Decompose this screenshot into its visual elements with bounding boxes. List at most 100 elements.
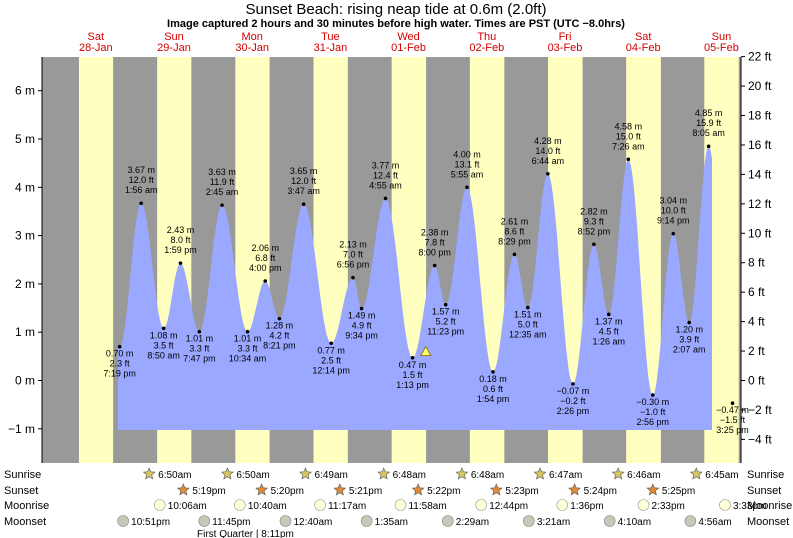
- tide-height-m: 3.67 m: [127, 165, 155, 175]
- tide-time: 1:13 pm: [396, 380, 429, 390]
- tide-time: 3:25 pm: [716, 425, 749, 435]
- daylight-band: [78, 57, 114, 463]
- moonset-icon: [603, 515, 616, 527]
- right-tick-label: −4 ft: [748, 432, 772, 446]
- day-of-week-label: Sat: [635, 31, 652, 43]
- tide-height-ft: 5.0 ft: [518, 320, 539, 330]
- date-label: 30-Jan: [235, 42, 269, 54]
- sunset-icon: [489, 483, 503, 496]
- right-tick-label: 0 ft: [748, 374, 765, 388]
- right-tick-label: 14 ft: [748, 167, 772, 181]
- moonset-icon: [198, 515, 211, 527]
- sunset-label-left: Sunset: [4, 485, 38, 497]
- sunset-icon: [646, 483, 660, 496]
- tide-height-m: 4.00 m: [453, 149, 481, 159]
- sunrise-icon: [533, 467, 547, 480]
- tide-height-m: 2.13 m: [339, 240, 367, 250]
- left-tick-label: 0 m: [15, 374, 35, 388]
- tide-height-ft: 12.4 ft: [373, 170, 399, 180]
- tide-time: 2:56 pm: [636, 417, 669, 427]
- sunrise-icon: [220, 467, 234, 480]
- sunset-time: 5:25pm: [662, 486, 695, 497]
- tide-time: 7:26 am: [612, 141, 645, 151]
- moonrise-icon: [394, 499, 407, 511]
- tide-time: 8:50 am: [147, 350, 180, 360]
- left-tick-label: 6 m: [15, 84, 35, 98]
- tide-height-ft: 8.0 ft: [170, 235, 191, 245]
- moonset-icon: [441, 515, 454, 527]
- tide-height-ft: −1.5 ft: [720, 415, 746, 425]
- tide-time: 7:47 pm: [183, 354, 216, 364]
- moonrise-label-right: Moonrise: [747, 500, 792, 512]
- tide-time: 1:54 pm: [477, 394, 510, 404]
- tide-time: 9:34 pm: [345, 331, 378, 341]
- tide-time: 8:21 pm: [263, 341, 296, 351]
- tide-height-m: 1.08 m: [150, 330, 178, 340]
- tide-point: [491, 370, 495, 374]
- moonrise-icon: [154, 499, 166, 511]
- tide-point: [571, 382, 575, 386]
- sunset-icon: [255, 483, 269, 496]
- day-of-week-label: Sun: [164, 31, 184, 43]
- sunset-icon: [176, 483, 190, 496]
- tide-height-m: 1.57 m: [432, 307, 460, 317]
- tide-height-m: 0.18 m: [479, 374, 507, 384]
- first-quarter-note: First Quarter | 8:11pm: [197, 529, 294, 538]
- tide-height-ft: −1.0 ft: [640, 407, 666, 417]
- tide-height-m: 1.20 m: [675, 325, 703, 335]
- sunset-time: 5:23pm: [505, 486, 538, 497]
- tide-height-m: 3.77 m: [372, 160, 400, 170]
- moonset-time: 12:40am: [293, 517, 332, 528]
- tide-point: [301, 202, 306, 207]
- tide-height-ft: 13.1 ft: [454, 159, 480, 169]
- tide-height-m: −0.07 m: [557, 386, 590, 396]
- sunrise-time: 6:48am: [471, 470, 504, 481]
- tide-point: [220, 203, 224, 207]
- astro-events: 6:50am 6:50am 6:49am 6:48am 6:48am 6:47am 6:46…: [117, 467, 766, 528]
- moonrise-icon: [234, 499, 246, 511]
- sunrise-time: 6:50am: [158, 470, 191, 481]
- tide-point: [730, 401, 735, 406]
- moonrise-time: 10:06am: [168, 501, 207, 512]
- tide-height-m: −0.47 m: [716, 405, 749, 415]
- tide-height-ft: 15.0 ft: [616, 131, 642, 141]
- moonrise-icon: [475, 499, 487, 511]
- tide-height-m: 1.28 m: [266, 321, 294, 331]
- tide-height-ft: 7.0 ft: [343, 250, 364, 260]
- tide-height-ft: 3.5 ft: [154, 340, 175, 350]
- right-tick-label: 4 ft: [748, 315, 765, 329]
- tide-height-m: −0.30 m: [636, 397, 669, 407]
- moonset-time: 1:35am: [375, 517, 408, 528]
- tide-point: [161, 326, 166, 331]
- tide-height-m: 1.37 m: [595, 316, 623, 326]
- moonset-icon: [279, 515, 292, 527]
- sunrise-time: 6:47am: [549, 470, 582, 481]
- tide-height-ft: 10.0 ft: [661, 206, 687, 216]
- moonrise-icon: [637, 499, 650, 511]
- moonset-time: 4:10am: [618, 517, 651, 528]
- day-of-week-label: Fri: [559, 31, 572, 43]
- tide-height-ft: 5.2 ft: [436, 317, 457, 327]
- moonset-time: 2:29am: [456, 517, 489, 528]
- tide-height-ft: 3.9 ft: [679, 335, 700, 345]
- tide-height-m: 1.51 m: [514, 310, 542, 320]
- astro-rows: Sunrise Sunset Moonrise Moonset Sunrise …: [4, 469, 792, 538]
- sunrise-time: 6:48am: [393, 470, 426, 481]
- date-label: 04-Feb: [626, 42, 661, 54]
- tide-time: 2:45 am: [206, 187, 239, 197]
- sunset-time: 5:22pm: [427, 486, 460, 497]
- day-of-week-label: Sat: [88, 31, 105, 43]
- right-tick-label: 20 ft: [748, 79, 772, 93]
- date-label: 28-Jan: [79, 42, 113, 54]
- sunrise-time: 6:45am: [705, 470, 738, 481]
- moonrise-icon: [556, 499, 569, 511]
- tide-point: [671, 231, 676, 236]
- tide-point: [626, 157, 631, 162]
- left-tick-label: 4 m: [15, 180, 35, 194]
- moonset-icon: [684, 515, 697, 527]
- date-label: 02-Feb: [469, 42, 504, 54]
- tide-point: [383, 196, 388, 201]
- moonset-label-left: Moonset: [4, 516, 46, 528]
- sunset-icon: [333, 483, 347, 496]
- tide-point: [606, 312, 611, 317]
